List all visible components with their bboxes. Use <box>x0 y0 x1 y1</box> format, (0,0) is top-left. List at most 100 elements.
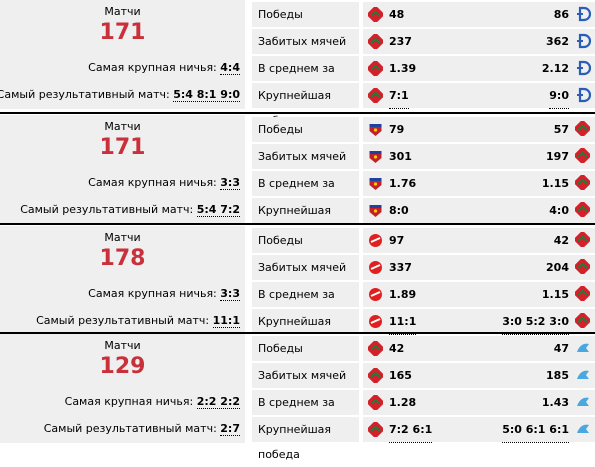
team-a-value[interactable]: 11:1 <box>389 309 417 335</box>
biggest-draw-value[interactable]: 3:3 <box>220 287 240 301</box>
team-b-logo-icon <box>575 367 591 383</box>
stat-label: Крупнейшая победа <box>252 417 359 461</box>
biggest-draw-value[interactable]: 3:3 <box>220 176 240 190</box>
block-separator <box>0 112 595 114</box>
stat-row: Забитых мячей 337 204 <box>252 255 595 280</box>
stat-label: Победы <box>252 2 359 27</box>
stat-label: Победы <box>252 117 359 142</box>
stat-values: 237 362 <box>363 29 595 54</box>
block-separator <box>0 223 595 225</box>
team-a-logo-icon <box>368 260 383 275</box>
stat-label: В среднем за матч <box>252 282 359 326</box>
stat-label: Крупнейшая победа <box>252 309 359 353</box>
block-separator <box>0 332 595 334</box>
stat-values: 42 47 <box>363 336 595 361</box>
highest-scoring-label: Самый результативный матч: <box>20 203 194 216</box>
team-a-value: 1.76 <box>389 177 417 190</box>
stat-row: Забитых мячей 165 185 <box>252 363 595 388</box>
highest-scoring-value[interactable]: 2:7 <box>220 422 240 436</box>
biggest-draw-label: Самая крупная ничья: <box>88 176 217 189</box>
stat-values: 97 42 <box>363 228 595 253</box>
stat-label: Победы <box>252 228 359 253</box>
biggest-draw-value[interactable]: 2:2 2:2 <box>196 395 240 409</box>
team-a-logo-icon <box>368 287 383 302</box>
team-a-logo-icon <box>366 86 385 105</box>
team-b-logo-icon <box>573 230 592 249</box>
matchup-summary: Матчи 178 Самая крупная ничья: 3:3 Самый… <box>0 226 245 335</box>
highest-scoring-line: Самый результативный матч: 5:4 7:2 <box>20 203 240 217</box>
highest-scoring-value[interactable]: 5:4 7:2 <box>196 203 240 217</box>
team-a-logo-icon <box>368 122 383 137</box>
team-a-value: 165 <box>389 369 412 382</box>
team-b-logo-icon <box>575 340 591 356</box>
stat-values: 7:1 9:0 <box>363 83 595 109</box>
highest-scoring-value[interactable]: 5:4 8:1 9:0 <box>173 88 240 102</box>
team-a-value: 301 <box>389 150 412 163</box>
stat-row: Победы 48 86 <box>252 2 595 27</box>
team-a-logo-icon <box>368 203 383 218</box>
matchup-block: Матчи 129 Самая крупная ничья: 2:2 2:2 С… <box>0 334 595 461</box>
highest-scoring-value[interactable]: 11:1 <box>212 314 240 328</box>
stat-values: 1.28 1.43 <box>363 390 595 415</box>
team-a-logo-icon <box>366 32 385 51</box>
team-b-value[interactable]: 3:0 5:2 3:0 <box>502 309 569 335</box>
stat-label: В среднем за матч <box>252 390 359 434</box>
stat-label: В среднем за матч <box>252 171 359 215</box>
team-a-value: 42 <box>389 342 405 355</box>
team-a-logo-icon <box>366 59 385 78</box>
team-b-value: 362 <box>546 35 569 48</box>
stat-values: 48 86 <box>363 2 595 27</box>
stat-label: Крупнейшая победа <box>252 198 359 242</box>
team-a-value: 1.28 <box>389 396 417 409</box>
stat-row: Крупнейшая победа 7:2 6:1 5:0 6:1 6:1 <box>252 417 595 461</box>
stat-label: Забитых мячей <box>252 255 359 280</box>
matchup-block: Матчи 171 Самая крупная ничья: 3:3 Самый… <box>0 115 595 242</box>
team-b-logo-icon <box>575 6 592 22</box>
team-a-value[interactable]: 7:1 <box>389 83 409 109</box>
matchup-summary: Матчи 129 Самая крупная ничья: 2:2 2:2 С… <box>0 334 245 443</box>
team-b-value: 47 <box>553 342 569 355</box>
matches-label: Матчи <box>104 231 141 244</box>
highest-scoring-line: Самый результативный матч: 5:4 8:1 9:0 <box>0 88 240 102</box>
stat-row: Победы 42 47 <box>252 336 595 361</box>
team-b-value: 42 <box>553 234 569 247</box>
stat-label: Крупнейшая победа <box>252 83 359 127</box>
team-a-value[interactable]: 8:0 <box>389 198 409 224</box>
team-b-value: 204 <box>546 261 569 274</box>
stat-row: В среднем за матч 1.39 2.12 <box>252 56 595 100</box>
team-a-logo-icon <box>368 149 383 164</box>
matchup-stats: Победы 48 86 Забитых мячей 237 362 В сре… <box>252 0 595 127</box>
matches-label: Матчи <box>104 339 141 352</box>
stat-label: В среднем за матч <box>252 56 359 100</box>
stat-label: Забитых мячей <box>252 29 359 54</box>
highest-scoring-line: Самый результативный матч: 11:1 <box>36 314 240 328</box>
team-b-logo-icon <box>575 87 592 103</box>
team-b-logo-icon <box>573 311 592 330</box>
stat-label: Победы <box>252 336 359 361</box>
biggest-draw-line: Самая крупная ничья: 3:3 <box>88 176 240 190</box>
team-a-value: 1.39 <box>389 62 417 75</box>
biggest-draw-label: Самая крупная ничья: <box>88 61 217 74</box>
team-a-value[interactable]: 7:2 6:1 <box>389 417 433 443</box>
team-b-logo-icon <box>575 421 591 437</box>
stat-values: 165 185 <box>363 363 595 388</box>
matchup-stats: Победы 42 47 Забитых мячей 165 185 В сре… <box>252 334 595 461</box>
matches-count: 171 <box>99 20 146 45</box>
team-b-logo-icon <box>573 200 592 219</box>
matchup-block: Матчи 171 Самая крупная ничья: 4:4 Самый… <box>0 0 595 127</box>
matches-count: 129 <box>99 354 146 379</box>
team-b-value[interactable]: 5:0 6:1 6:1 <box>502 417 569 443</box>
team-a-logo-icon <box>366 366 385 385</box>
biggest-draw-value[interactable]: 4:4 <box>220 61 240 75</box>
matchup-summary: Матчи 171 Самая крупная ничья: 4:4 Самый… <box>0 0 245 109</box>
matchup-block: Матчи 178 Самая крупная ничья: 3:3 Самый… <box>0 226 595 353</box>
stat-values: 1.76 1.15 <box>363 171 595 196</box>
team-b-value[interactable]: 4:0 <box>549 198 569 224</box>
team-a-value: 1.89 <box>389 288 417 301</box>
highest-scoring-label: Самый результативный матч: <box>36 314 210 327</box>
matches-label: Матчи <box>104 120 141 133</box>
team-b-value[interactable]: 9:0 <box>549 83 569 109</box>
team-b-value: 2.12 <box>541 62 569 75</box>
matches-label: Матчи <box>104 5 141 18</box>
